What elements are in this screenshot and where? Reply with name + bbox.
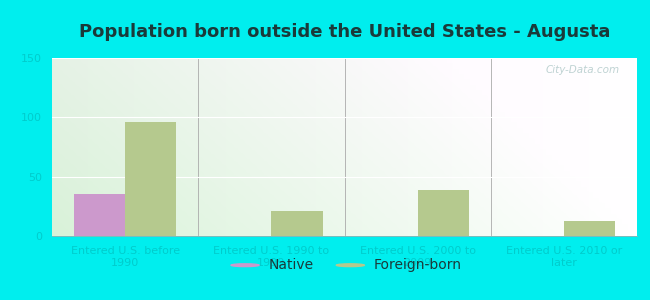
Circle shape	[231, 264, 259, 267]
Bar	[74, 194, 125, 236]
Text: City-Data.com: City-Data.com	[545, 65, 619, 75]
Circle shape	[336, 264, 365, 267]
Bar	[272, 212, 322, 236]
Bar	[564, 221, 615, 236]
Text: Population born outside the United States - Augusta: Population born outside the United State…	[79, 23, 610, 41]
Bar	[125, 122, 176, 236]
Text: Foreign-born: Foreign-born	[374, 258, 461, 272]
Text: Native: Native	[268, 258, 313, 272]
Bar	[417, 190, 469, 236]
